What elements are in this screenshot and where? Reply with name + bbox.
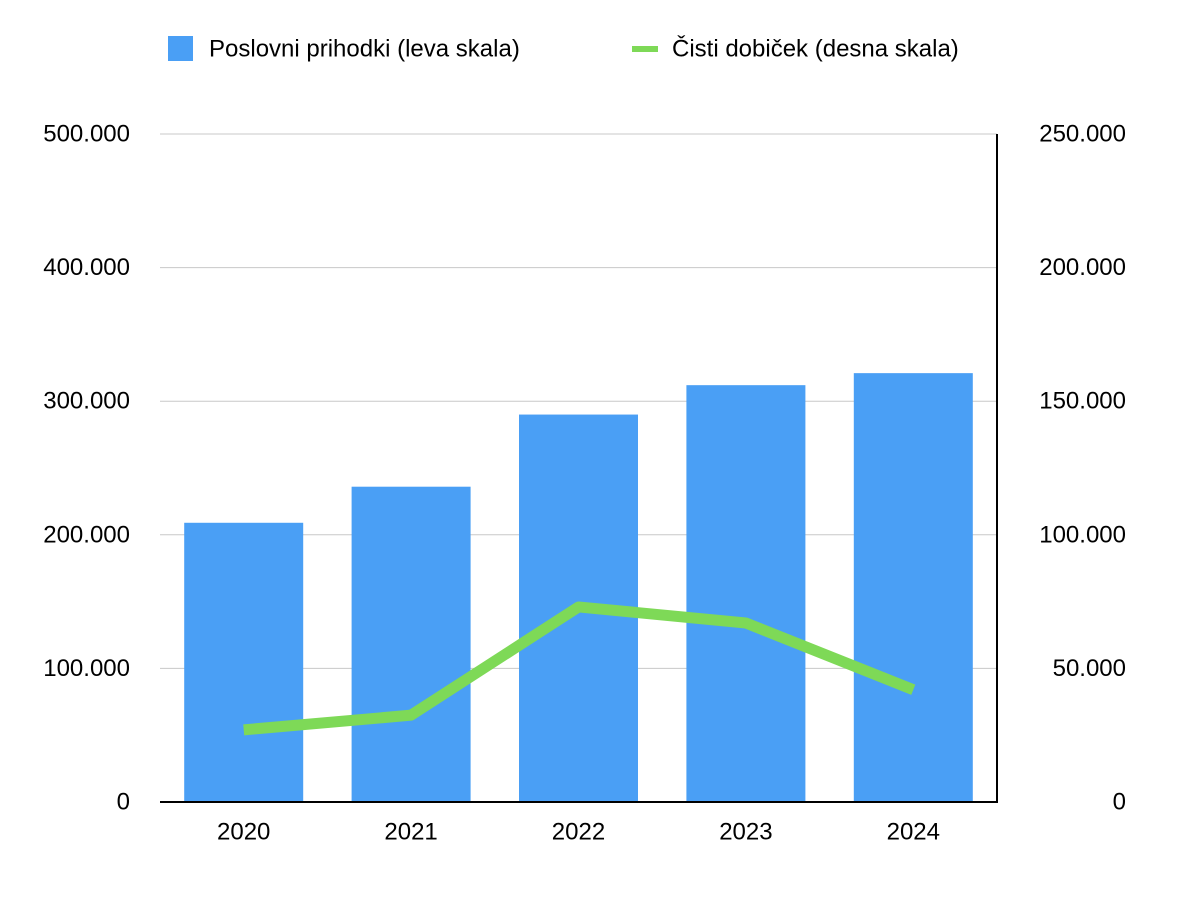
- bar-series: [184, 373, 973, 802]
- legend-bar-label: Poslovni prihodki (leva skala): [209, 36, 520, 63]
- left-axis-tick-labels: 0 100.000 200.000 300.000 400.000 500.000: [43, 121, 130, 816]
- line-series: [243, 601, 916, 736]
- left-tick-label: 200.000: [43, 521, 130, 548]
- axes: [160, 134, 998, 803]
- right-tick-label: 150.000: [1039, 388, 1126, 415]
- left-tick-label: 100.000: [43, 655, 130, 682]
- bar: [351, 486, 471, 802]
- legend-line-label: Čisti dobiček (desna skala): [672, 35, 959, 63]
- x-tick-label: 2021: [384, 819, 437, 846]
- left-tick-label: 300.000: [43, 388, 130, 415]
- left-tick-label: 400.000: [43, 254, 130, 281]
- bar: [184, 522, 304, 802]
- legend: Poslovni prihodki (leva skala) Čisti dobi…: [168, 35, 959, 63]
- legend-bar-swatch: [168, 36, 193, 61]
- right-axis-tick-labels: 0 50.000 100.000 150.000 200.000 250.000: [1039, 121, 1126, 816]
- bar: [853, 373, 973, 802]
- x-tick-label: 2020: [217, 819, 270, 846]
- x-tick-label: 2024: [887, 819, 940, 846]
- series-line: [243, 601, 916, 736]
- right-tick-label: 50.000: [1053, 655, 1126, 682]
- right-tick-label: 200.000: [1039, 254, 1126, 281]
- left-tick-label: 0: [117, 789, 130, 816]
- right-tick-label: 250.000: [1039, 121, 1126, 148]
- x-axis-tick-labels: 2020 2021 2022 2023 2024: [217, 819, 940, 846]
- x-tick-label: 2023: [719, 819, 772, 846]
- x-tick-label: 2022: [552, 819, 605, 846]
- right-tick-label: 100.000: [1039, 521, 1126, 548]
- bar: [686, 385, 806, 802]
- left-tick-label: 500.000: [43, 121, 130, 148]
- right-tick-label: 0: [1113, 789, 1126, 816]
